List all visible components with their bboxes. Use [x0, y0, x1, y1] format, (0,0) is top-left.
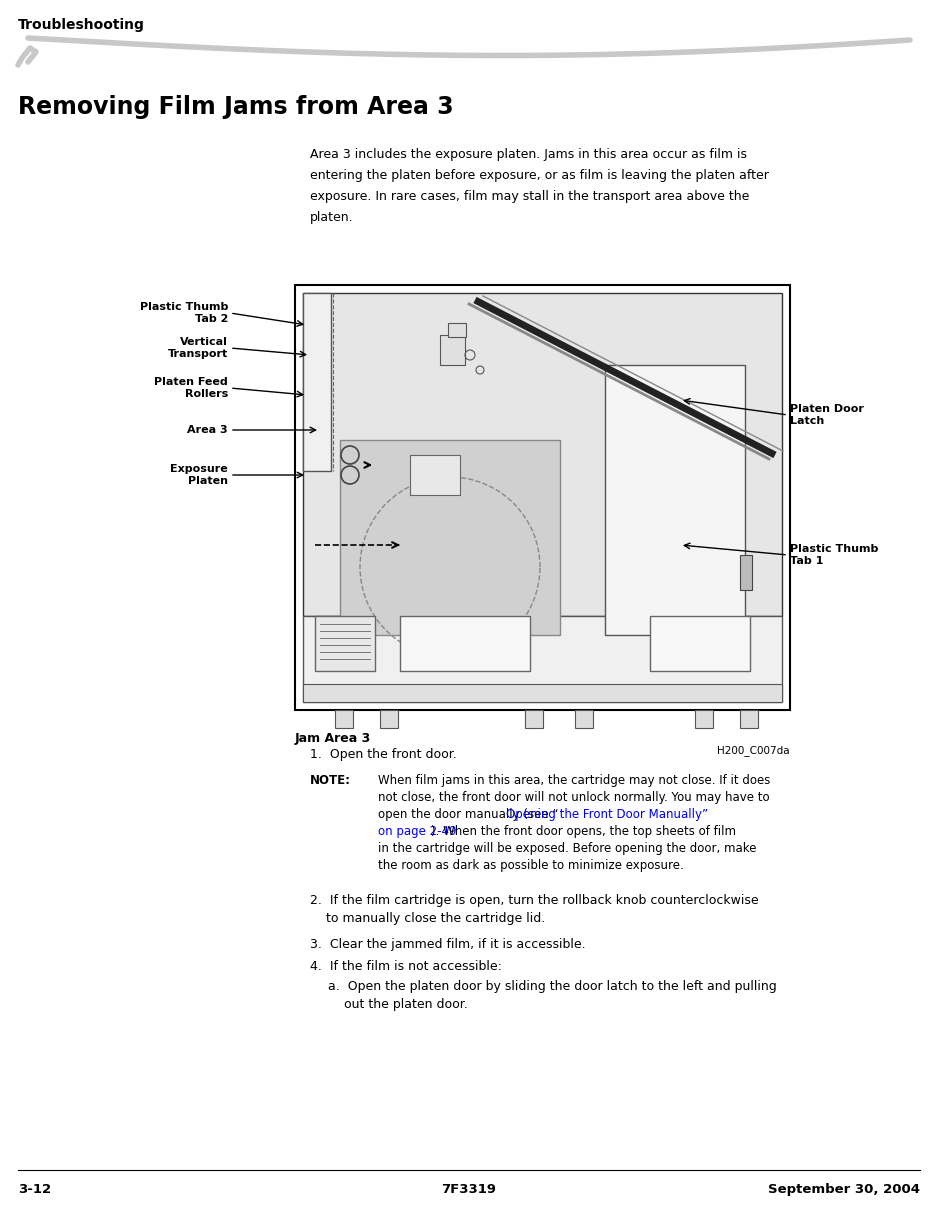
Text: to manually close the cartridge lid.: to manually close the cartridge lid.: [310, 912, 545, 925]
Text: Plastic Thumb
Tab 2: Plastic Thumb Tab 2: [140, 302, 228, 323]
Bar: [650, 616, 750, 671]
Bar: [303, 293, 331, 471]
Text: H200_C007da: H200_C007da: [718, 745, 790, 756]
Text: 7F3319: 7F3319: [442, 1183, 496, 1196]
Text: not close, the front door will not unlock normally. You may have to: not close, the front door will not unloc…: [378, 791, 769, 804]
Text: Removing Film Jams from Area 3: Removing Film Jams from Area 3: [18, 95, 454, 119]
Text: Exposure
Platen: Exposure Platen: [171, 465, 228, 485]
Text: in the cartridge will be exposed. Before opening the door, make: in the cartridge will be exposed. Before…: [378, 842, 757, 855]
Text: Opening the Front Door Manually”: Opening the Front Door Manually”: [507, 807, 708, 821]
Bar: [380, 710, 398, 728]
Text: 4.  If the film is not accessible:: 4. If the film is not accessible:: [310, 960, 502, 973]
Text: a.  Open the platen door by sliding the door latch to the left and pulling: a. Open the platen door by sliding the d…: [328, 980, 777, 993]
Text: the room as dark as possible to minimize exposure.: the room as dark as possible to minimize…: [378, 859, 684, 871]
Text: Area 3 includes the exposure platen. Jams in this area occur as film is: Area 3 includes the exposure platen. Jam…: [310, 148, 747, 161]
Text: Jam Area 3: Jam Area 3: [295, 731, 371, 745]
Bar: [400, 616, 530, 671]
Text: open the door manually (see “: open the door manually (see “: [378, 807, 558, 821]
Bar: [295, 285, 790, 710]
Bar: [340, 441, 560, 635]
Bar: [303, 616, 782, 702]
Bar: [303, 293, 782, 616]
Bar: [410, 455, 460, 495]
Text: 3-12: 3-12: [18, 1183, 52, 1196]
Text: exposure. In rare cases, film may stall in the transport area above the: exposure. In rare cases, film may stall …: [310, 189, 749, 203]
Bar: [335, 710, 353, 728]
Text: out the platen door.: out the platen door.: [328, 998, 468, 1011]
Text: Plastic Thumb
Tab 1: Plastic Thumb Tab 1: [790, 544, 878, 566]
Bar: [740, 710, 758, 728]
Bar: [525, 710, 543, 728]
Text: ). When the front door opens, the top sheets of film: ). When the front door opens, the top sh…: [431, 826, 736, 838]
Text: Area 3: Area 3: [188, 425, 228, 435]
Text: 3.  Clear the jammed film, if it is accessible.: 3. Clear the jammed film, if it is acces…: [310, 938, 585, 951]
Text: entering the platen before exposure, or as film is leaving the platen after: entering the platen before exposure, or …: [310, 169, 769, 182]
Text: 1.  Open the front door.: 1. Open the front door.: [310, 748, 457, 760]
Bar: [448, 323, 466, 337]
Bar: [303, 684, 782, 702]
Text: platen.: platen.: [310, 211, 354, 225]
Text: When film jams in this area, the cartridge may not close. If it does: When film jams in this area, the cartrid…: [378, 774, 770, 787]
Bar: [695, 710, 713, 728]
Text: 2.  If the film cartridge is open, turn the rollback knob counterclockwise: 2. If the film cartridge is open, turn t…: [310, 894, 759, 906]
Text: Platen Feed
Rollers: Platen Feed Rollers: [154, 378, 228, 398]
Bar: [315, 616, 375, 671]
Text: Troubleshooting: Troubleshooting: [18, 18, 144, 33]
Bar: [605, 365, 745, 635]
Text: Vertical
Transport: Vertical Transport: [168, 337, 228, 358]
Text: September 30, 2004: September 30, 2004: [768, 1183, 920, 1196]
Bar: [740, 555, 752, 590]
Text: NOTE:: NOTE:: [310, 774, 351, 787]
Bar: [440, 336, 465, 365]
Bar: [575, 710, 593, 728]
Text: on page 2-49: on page 2-49: [378, 826, 457, 838]
Text: Platen Door
Latch: Platen Door Latch: [790, 404, 864, 426]
